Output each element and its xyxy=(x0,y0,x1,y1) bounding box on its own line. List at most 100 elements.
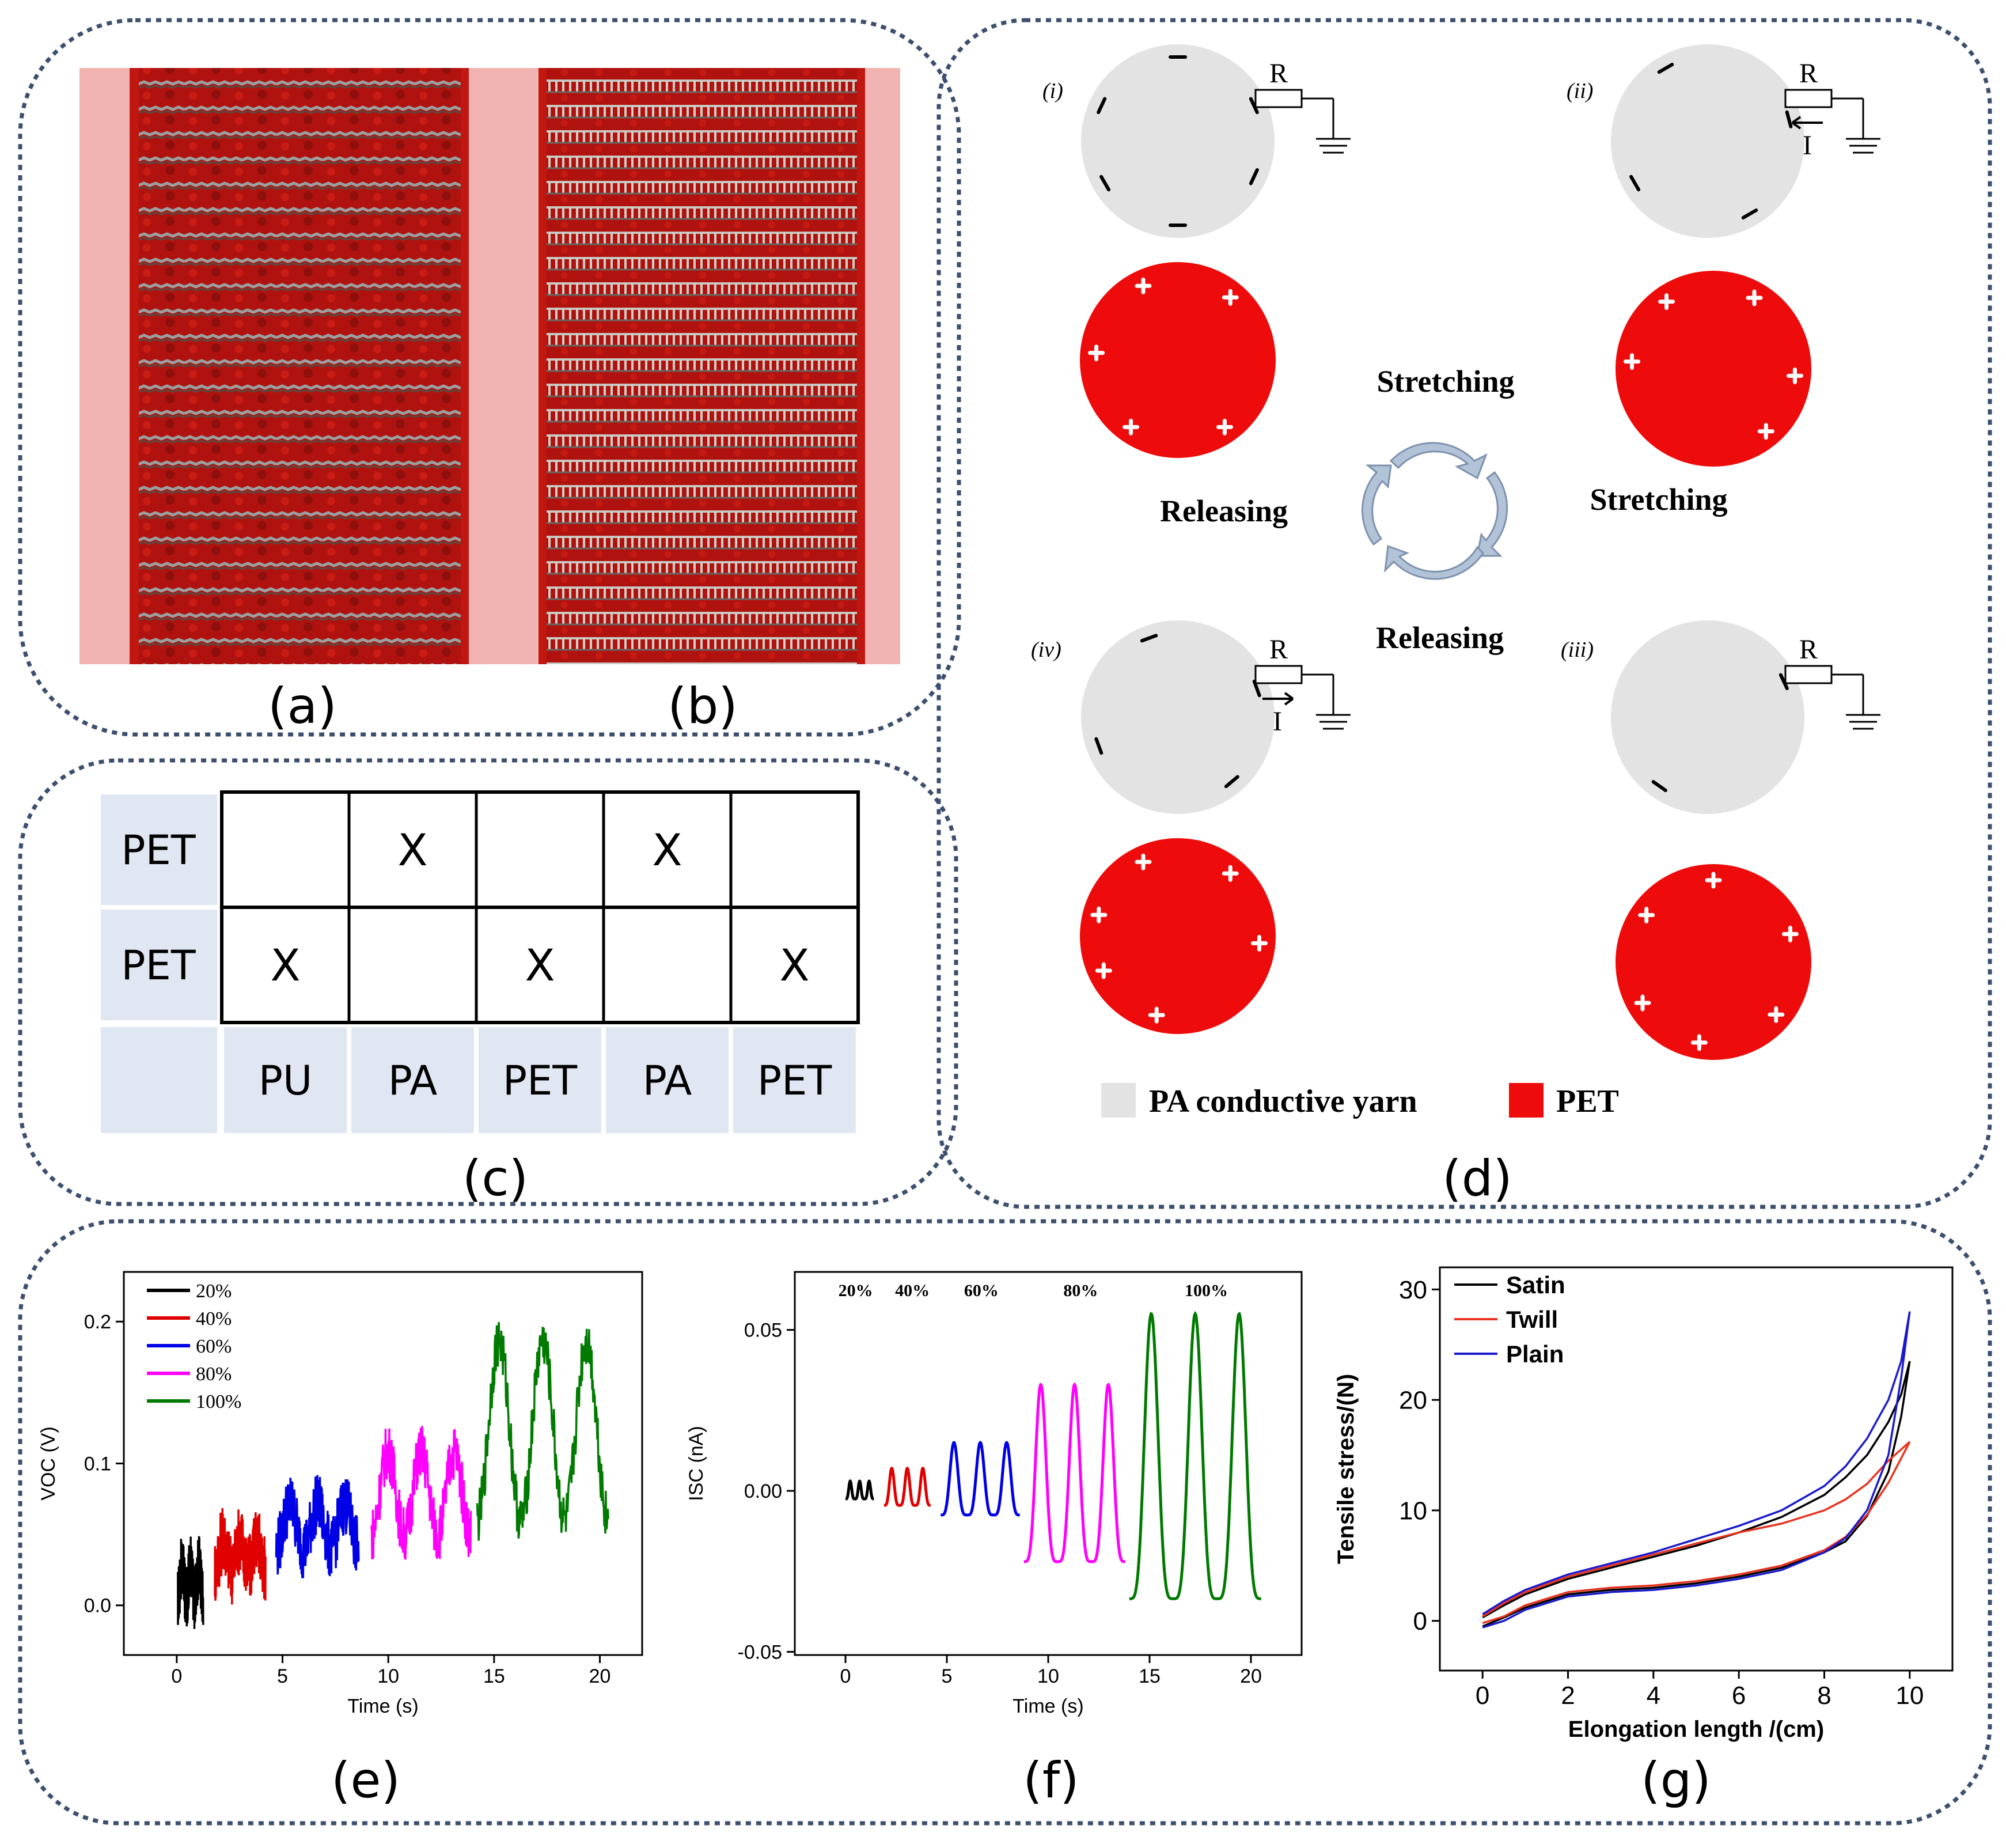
positive-charge xyxy=(1638,907,1655,924)
negative-charge xyxy=(1741,208,1758,219)
column-header-label: PU xyxy=(259,1057,312,1104)
negative-charge xyxy=(1099,175,1111,192)
negative-charge xyxy=(1779,673,1789,691)
positive-charge xyxy=(1634,994,1651,1012)
row-header-cell xyxy=(101,794,217,905)
interlace-mark: X xyxy=(525,940,555,991)
interlace-mark: X xyxy=(652,824,682,876)
row-header-cell xyxy=(101,910,217,1020)
positive-charge xyxy=(1148,1006,1165,1024)
state-ii: (ii) R I xyxy=(1567,44,1880,467)
positive-charge xyxy=(1781,925,1799,942)
cycle-arrows xyxy=(1361,442,1508,580)
column-header-label: PET xyxy=(503,1057,577,1104)
label-c: (c) xyxy=(462,1150,528,1207)
negative-charge xyxy=(1785,110,1793,128)
series-line-Twill xyxy=(1482,1441,1911,1624)
legend-label: 100% xyxy=(196,1391,241,1412)
cycle-top-label: Stretching xyxy=(1377,364,1515,399)
y-tick-label: 0.05 xyxy=(744,1319,782,1341)
state-i: (i) R xyxy=(1042,44,1351,458)
label-a: (a) xyxy=(268,677,337,735)
x-tick-label: 4 xyxy=(1647,1682,1660,1710)
series-line-100% xyxy=(476,1322,609,1541)
column-header-cell xyxy=(479,1027,601,1133)
y-tick-label: 0.1 xyxy=(84,1453,111,1475)
x-axis-label: Elongation length /(cm) xyxy=(1568,1717,1824,1742)
cycle-bottom-label: Releasing xyxy=(1376,620,1504,655)
resistor xyxy=(1254,665,1303,684)
x-tick-label: 5 xyxy=(942,1665,953,1687)
state-iv-label: (iv) xyxy=(1031,638,1061,662)
y-tick-label: 20 xyxy=(1399,1387,1427,1415)
positive-charge xyxy=(1222,289,1239,306)
positive-charge xyxy=(1095,962,1112,979)
legend-label: 40% xyxy=(196,1308,232,1330)
negative-charge xyxy=(1249,97,1259,115)
conductive-yarn-disk xyxy=(1611,44,1804,238)
y-axis-label: Tensile stress/(N) xyxy=(1333,1374,1359,1565)
negative-charge xyxy=(1657,63,1674,74)
resistor-label: R xyxy=(1269,58,1288,89)
column-header-label: PA xyxy=(643,1057,692,1104)
y-tick-label: 0.00 xyxy=(744,1480,782,1502)
x-tick-label: 0 xyxy=(840,1665,851,1687)
series-line-20% xyxy=(176,1536,204,1629)
series-line-80% xyxy=(370,1426,472,1560)
positive-charge xyxy=(1135,277,1152,294)
photo-b xyxy=(503,68,900,664)
frame-d xyxy=(936,18,1992,1209)
x-tick-label: 8 xyxy=(1817,1682,1831,1710)
y-tick-label: 0.2 xyxy=(84,1311,111,1333)
x-axis-label: Time (s) xyxy=(1013,1695,1083,1717)
cycle-right-label: Stretching xyxy=(1590,482,1728,517)
conductive-yarn-disk xyxy=(1081,620,1275,814)
negative-charge xyxy=(1224,775,1239,789)
interlace-mark: X xyxy=(779,940,809,991)
y-tick-label: 10 xyxy=(1399,1497,1427,1525)
positive-charge xyxy=(1135,853,1152,870)
x-tick-label: 10 xyxy=(1037,1665,1059,1687)
positive-charge xyxy=(1768,1006,1785,1023)
corner-cell xyxy=(101,1027,217,1133)
positive-charge xyxy=(1690,1034,1708,1051)
chart-e: 0 5 10 15 20 0.0 0.1 0.2 Time (s) VOC (V) 20% 40% 60… xyxy=(37,1271,643,1717)
positive-charge xyxy=(1216,418,1233,436)
positive-charge xyxy=(1746,289,1763,306)
x-tick-label: 15 xyxy=(1139,1665,1161,1687)
label-b: (b) xyxy=(668,677,738,735)
conductive-yarn-disk xyxy=(1081,44,1275,238)
pet-disk xyxy=(1080,838,1276,1034)
frame-c xyxy=(18,758,958,1206)
y-axis-label: ISC (nA) xyxy=(685,1426,707,1501)
percent-annotation: 20% xyxy=(839,1281,873,1300)
interlace-mark: X xyxy=(270,940,300,991)
x-tick-label: 2 xyxy=(1561,1682,1575,1710)
positive-charge xyxy=(1250,934,1268,952)
current-arrow xyxy=(1791,116,1823,130)
column-header-cell xyxy=(606,1027,729,1133)
state-iii-label: (iii) xyxy=(1561,638,1594,662)
resistor xyxy=(1254,89,1303,108)
negative-charge xyxy=(1094,737,1104,755)
x-axis-label: Time (s) xyxy=(347,1695,418,1717)
series-line-20% xyxy=(845,1479,874,1501)
x-tick-label: 10 xyxy=(1895,1682,1924,1710)
y-tick-label: -0.05 xyxy=(738,1641,783,1663)
y-tick-label: 30 xyxy=(1399,1276,1427,1304)
legend-label: Satin xyxy=(1506,1271,1565,1298)
legend-red-swatch xyxy=(1509,1083,1544,1118)
cycle-left-label: Releasing xyxy=(1160,494,1288,528)
pet-disk xyxy=(1080,262,1276,458)
percent-annotation: 60% xyxy=(964,1281,999,1300)
label-e: (e) xyxy=(331,1752,400,1809)
positive-charge xyxy=(1123,418,1140,436)
x-tick-label: 10 xyxy=(377,1665,399,1687)
column-header-cell xyxy=(733,1027,856,1133)
x-tick-label: 20 xyxy=(589,1665,611,1687)
frame-efg xyxy=(18,1219,1992,1826)
x-tick-label: 5 xyxy=(277,1665,288,1687)
resistor xyxy=(1784,89,1833,108)
series-line-40% xyxy=(883,1467,931,1507)
positive-charge xyxy=(1624,353,1641,370)
